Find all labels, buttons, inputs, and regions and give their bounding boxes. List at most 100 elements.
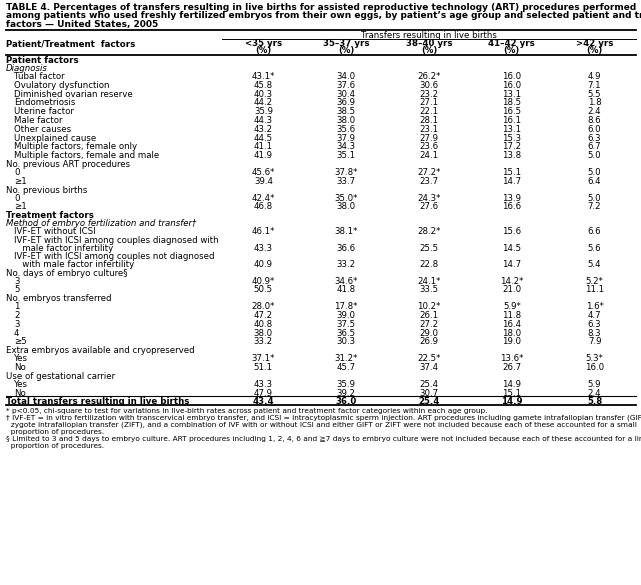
Text: 6.6: 6.6 [588, 227, 601, 236]
Text: IVF-ET with ICSI among couples not diagnosed: IVF-ET with ICSI among couples not diagn… [14, 252, 215, 261]
Text: 34.0: 34.0 [337, 72, 356, 81]
Text: § Limited to 3 and 5 days to embryo culture. ART procedures including 1, 2, 4, 6: § Limited to 3 and 5 days to embryo cult… [6, 436, 641, 442]
Text: with male factor infertility: with male factor infertility [14, 260, 134, 269]
Text: 4.9: 4.9 [588, 72, 601, 81]
Text: 6.3: 6.3 [588, 320, 601, 329]
Text: 36.6: 36.6 [337, 243, 356, 253]
Text: Total transfers resulting in live births: Total transfers resulting in live births [6, 397, 189, 407]
Text: 44.5: 44.5 [254, 133, 273, 143]
Text: 44.2: 44.2 [254, 98, 273, 108]
Text: 36.5: 36.5 [337, 329, 356, 338]
Text: 14.9: 14.9 [503, 380, 521, 389]
Text: 42.4*: 42.4* [252, 194, 275, 202]
Text: Tubal factor: Tubal factor [14, 72, 65, 81]
Text: ≥1: ≥1 [14, 177, 27, 186]
Text: (%): (%) [421, 46, 437, 56]
Text: IVF-ET with ICSI among couples diagnosed with: IVF-ET with ICSI among couples diagnosed… [14, 236, 219, 245]
Text: 41–42 yrs: 41–42 yrs [488, 40, 535, 49]
Text: 3: 3 [14, 320, 19, 329]
Text: 15.3: 15.3 [503, 133, 521, 143]
Text: Male factor: Male factor [14, 116, 63, 125]
Text: No: No [14, 388, 26, 398]
Text: 1.8: 1.8 [588, 98, 601, 108]
Text: 30.3: 30.3 [337, 338, 356, 346]
Text: Yes: Yes [14, 354, 28, 363]
Text: 8.3: 8.3 [588, 329, 601, 338]
Text: male factor infertility: male factor infertility [14, 243, 113, 253]
Text: 36.0: 36.0 [336, 397, 357, 407]
Text: 24.3*: 24.3* [417, 194, 441, 202]
Text: 40.9*: 40.9* [252, 277, 275, 285]
Text: 10.2*: 10.2* [417, 302, 441, 311]
Text: 34.6*: 34.6* [335, 277, 358, 285]
Text: 37.4: 37.4 [419, 363, 438, 372]
Text: 36.9: 36.9 [337, 98, 356, 108]
Text: † IVF-ET = in vitro fertilization with transcervical embryo transfer, and ICSI =: † IVF-ET = in vitro fertilization with t… [6, 415, 641, 421]
Text: 39.0: 39.0 [337, 311, 356, 320]
Text: 47.2: 47.2 [254, 311, 273, 320]
Text: zygote intrafallopian transfer (ZIFT), and a combination of IVF with or without : zygote intrafallopian transfer (ZIFT), a… [6, 422, 637, 428]
Text: 5.4: 5.4 [588, 260, 601, 269]
Text: 1.6*: 1.6* [586, 302, 604, 311]
Text: ≥5: ≥5 [14, 338, 27, 346]
Text: TABLE 4. Percentages of transfers resulting in live births for assisted reproduc: TABLE 4. Percentages of transfers result… [6, 3, 637, 12]
Text: 8.6: 8.6 [588, 116, 601, 125]
Text: 14.2*: 14.2* [500, 277, 524, 285]
Text: 25.4: 25.4 [419, 380, 438, 389]
Text: 40.8: 40.8 [254, 320, 273, 329]
Text: 40.3: 40.3 [254, 90, 273, 99]
Text: 45.6*: 45.6* [252, 168, 275, 177]
Text: Multiple factors, female only: Multiple factors, female only [14, 142, 137, 152]
Text: 23.2: 23.2 [419, 90, 438, 99]
Text: 16.0: 16.0 [503, 81, 521, 90]
Text: 45.8: 45.8 [254, 81, 273, 90]
Text: 21.0: 21.0 [503, 285, 521, 294]
Text: 13.6*: 13.6* [500, 354, 524, 363]
Text: factors — United States, 2005: factors — United States, 2005 [6, 20, 158, 29]
Text: No: No [14, 363, 26, 372]
Text: 43.3: 43.3 [254, 243, 273, 253]
Text: 50.5: 50.5 [254, 285, 273, 294]
Text: 2: 2 [14, 311, 19, 320]
Text: 22.5*: 22.5* [417, 354, 441, 363]
Text: Treatment factors: Treatment factors [6, 211, 94, 220]
Text: 23.6: 23.6 [419, 142, 438, 152]
Text: 6.7: 6.7 [588, 142, 601, 152]
Text: 5.0: 5.0 [588, 194, 601, 202]
Text: 38.1*: 38.1* [335, 227, 358, 236]
Text: No. previous births: No. previous births [6, 185, 87, 195]
Text: 38–40 yrs: 38–40 yrs [406, 40, 453, 49]
Text: 16.1: 16.1 [503, 116, 521, 125]
Text: 41.1: 41.1 [254, 142, 273, 152]
Text: 5.0: 5.0 [588, 168, 601, 177]
Text: 15.1: 15.1 [503, 388, 521, 398]
Text: 5.0: 5.0 [588, 151, 601, 160]
Text: 35.9: 35.9 [254, 107, 273, 116]
Text: 14.9: 14.9 [501, 397, 522, 407]
Text: 33.7: 33.7 [337, 177, 356, 186]
Text: 17.8*: 17.8* [335, 302, 358, 311]
Text: 5.9: 5.9 [588, 380, 601, 389]
Text: (%): (%) [587, 46, 603, 56]
Text: 43.2: 43.2 [254, 125, 273, 134]
Text: 38.5: 38.5 [337, 107, 356, 116]
Text: Yes: Yes [14, 380, 28, 389]
Text: 31.2*: 31.2* [335, 354, 358, 363]
Text: 29.0: 29.0 [419, 329, 438, 338]
Text: 35.0*: 35.0* [335, 194, 358, 202]
Text: 24.1: 24.1 [419, 151, 438, 160]
Text: 37.1*: 37.1* [252, 354, 275, 363]
Text: proportion of procedures.: proportion of procedures. [6, 443, 104, 449]
Text: 5.5: 5.5 [588, 90, 601, 99]
Text: Diagnosis: Diagnosis [6, 64, 48, 73]
Text: 24.1*: 24.1* [417, 277, 441, 285]
Text: No. embryos transferred: No. embryos transferred [6, 294, 112, 303]
Text: 28.1: 28.1 [419, 116, 438, 125]
Text: 15.1: 15.1 [503, 168, 521, 177]
Text: 26.7: 26.7 [503, 363, 521, 372]
Text: 13.1: 13.1 [503, 125, 521, 134]
Text: 13.9: 13.9 [503, 194, 521, 202]
Text: 27.2*: 27.2* [417, 168, 441, 177]
Text: Transfers resulting in live births: Transfers resulting in live births [361, 30, 497, 40]
Text: among patients who used freshly fertilized embryos from their own eggs, by patie: among patients who used freshly fertiliz… [6, 12, 641, 20]
